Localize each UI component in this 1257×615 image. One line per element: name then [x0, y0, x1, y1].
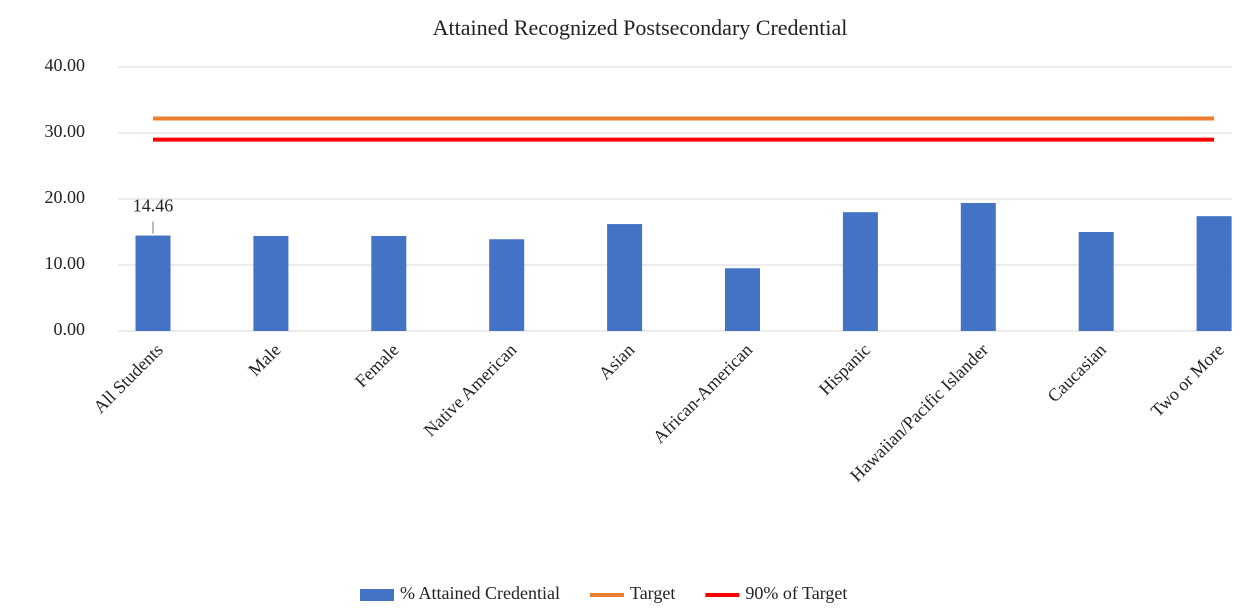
data-label: 14.46: [133, 196, 174, 216]
x-tick-label: Male: [244, 340, 284, 380]
y-tick-label: 30.00: [45, 121, 86, 141]
x-tick-label: Hispanic: [815, 340, 874, 399]
bar: [725, 268, 760, 331]
legend-label: % Attained Credential: [400, 583, 560, 603]
bar: [1078, 232, 1114, 331]
y-tick-label: 10.00: [45, 253, 86, 273]
x-tick-label: African-American: [649, 340, 756, 447]
legend-label: 90% of Target: [745, 583, 847, 603]
bar: [135, 235, 171, 331]
bar: [371, 235, 407, 331]
bar: [1196, 216, 1232, 331]
x-tick-label: Hawaiian/Pacific Islander: [846, 340, 992, 486]
x-tick-label: Caucasian: [1043, 340, 1109, 406]
bar: [607, 224, 643, 331]
x-tick-label: Asian: [595, 340, 639, 384]
y-tick-label: 0.00: [54, 319, 86, 339]
legend-label: Target: [630, 583, 675, 603]
y-tick-label: 20.00: [45, 187, 86, 207]
x-tick-label: Native American: [420, 340, 521, 441]
bar: [842, 212, 878, 331]
x-tick-label: All Students: [89, 340, 166, 417]
bar: [253, 235, 289, 331]
bar: [960, 202, 996, 331]
x-tick-label: Two or More: [1147, 340, 1228, 421]
chart-title: Attained Recognized Postsecondary Creden…: [433, 15, 848, 40]
x-tick-label: Female: [351, 340, 403, 392]
y-tick-label: 40.00: [45, 55, 86, 75]
bar: [489, 239, 525, 331]
legend-swatch: [360, 589, 394, 601]
